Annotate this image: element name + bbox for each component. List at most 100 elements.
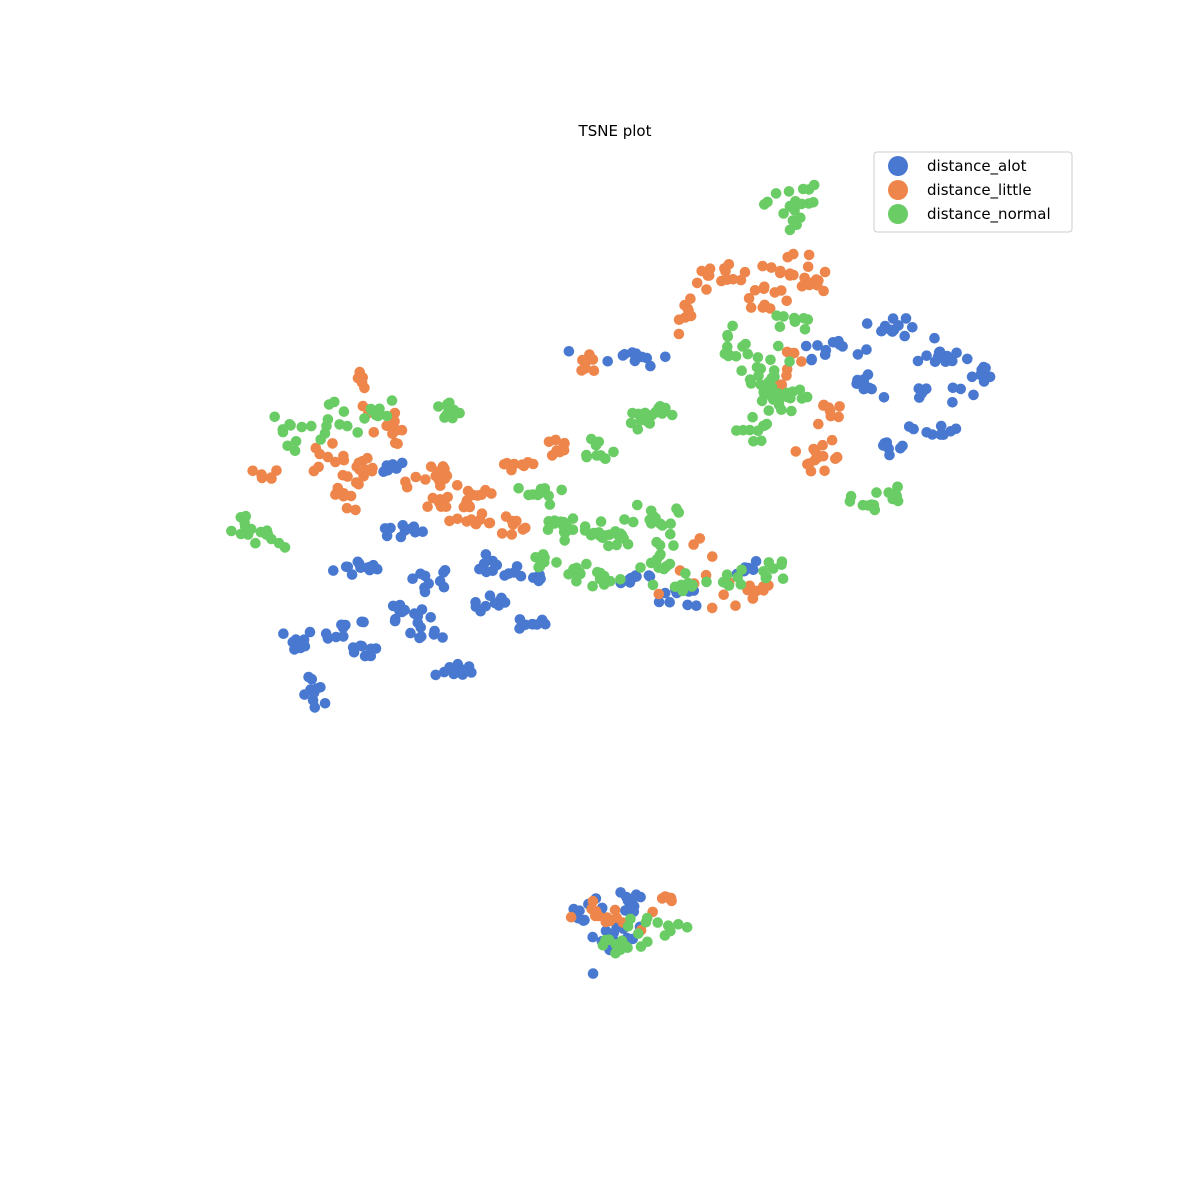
- scatter-point: [609, 904, 621, 916]
- scatter-point: [912, 355, 924, 367]
- scatter-point: [907, 322, 918, 333]
- scatter-point: [657, 520, 668, 531]
- scatter-point: [653, 588, 665, 600]
- scatter-point: [592, 566, 603, 578]
- scatter-point: [784, 356, 795, 367]
- scatter-point: [346, 569, 358, 580]
- scatter-point: [663, 920, 674, 931]
- scatter-point: [379, 523, 391, 534]
- scatter-point: [329, 396, 340, 408]
- scatter-point: [507, 519, 519, 530]
- scatter-point: [387, 428, 398, 440]
- scatter-point: [665, 893, 676, 904]
- scatter-point: [338, 406, 350, 417]
- scatter-point: [723, 350, 734, 362]
- scatter-point: [484, 590, 496, 601]
- scatter-point: [808, 443, 819, 455]
- scatter-point: [430, 669, 442, 681]
- scatter-point: [921, 350, 932, 362]
- scatter-point: [770, 188, 782, 199]
- scatter-point: [319, 698, 331, 709]
- points-layer: [226, 179, 996, 979]
- scatter-point: [777, 573, 789, 584]
- scatter-point: [513, 483, 524, 494]
- scatter-point: [354, 464, 366, 476]
- scatter-point: [499, 570, 510, 581]
- chart-title: TSNE plot: [578, 122, 652, 140]
- scatter-point: [438, 567, 449, 578]
- scatter-point: [330, 456, 341, 468]
- scatter-point: [400, 476, 411, 488]
- scatter-point: [581, 449, 592, 461]
- scatter-point: [381, 410, 393, 422]
- scatter-point: [834, 401, 845, 412]
- scatter-point: [625, 417, 637, 429]
- scatter-point: [439, 412, 450, 423]
- scatter-point: [611, 539, 622, 551]
- scatter-point: [321, 420, 332, 432]
- scatter-point: [410, 471, 422, 483]
- scatter-point: [470, 601, 482, 612]
- scatter-point: [789, 312, 800, 324]
- scatter-point: [797, 183, 809, 195]
- scatter-point: [791, 219, 802, 231]
- scatter-point: [476, 508, 488, 519]
- legend-label-distance_normal: distance_normal: [927, 205, 1051, 224]
- scatter-point: [425, 612, 437, 623]
- scatter-point: [458, 501, 470, 513]
- scatter-point: [610, 948, 621, 959]
- scatter-point: [625, 572, 637, 584]
- scatter-point: [381, 460, 393, 471]
- legend-marker-distance_normal: [888, 204, 908, 224]
- scatter-point: [496, 592, 507, 604]
- scatter-point: [438, 581, 450, 593]
- scatter-point: [480, 484, 491, 496]
- scatter-point: [330, 489, 341, 500]
- scatter-point: [781, 346, 793, 358]
- scatter-point: [269, 411, 281, 423]
- scatter-point: [368, 427, 380, 438]
- scatter-point: [665, 528, 676, 540]
- scatter-point: [666, 409, 678, 421]
- scatter-point: [796, 356, 807, 367]
- scatter-point: [688, 539, 699, 550]
- legend-label-distance_alot: distance_alot: [927, 157, 1027, 176]
- scatter-point: [322, 451, 334, 463]
- scatter-point: [358, 616, 369, 628]
- scatter-point: [340, 561, 352, 573]
- scatter-point: [397, 520, 409, 531]
- scatter-point: [303, 671, 314, 683]
- scatter-point: [722, 329, 733, 341]
- scatter-point: [736, 365, 747, 377]
- scatter-point: [665, 518, 676, 529]
- scatter-point: [256, 469, 267, 480]
- scatter-point: [543, 436, 555, 448]
- scatter-point: [645, 360, 656, 372]
- scatter-point: [718, 589, 729, 601]
- scatter-point: [496, 528, 508, 539]
- scatter-point: [646, 518, 657, 529]
- scatter-point: [457, 669, 468, 680]
- scatter-point: [420, 474, 431, 485]
- scatter-point: [765, 354, 776, 366]
- scatter-point: [287, 636, 299, 648]
- scatter-point: [327, 438, 338, 449]
- scatter-point: [445, 662, 456, 674]
- scatter-point: [864, 382, 875, 394]
- legend-marker-distance_alot: [888, 156, 908, 176]
- scatter-point: [285, 420, 296, 431]
- scatter-point: [731, 425, 742, 436]
- scatter-point: [887, 313, 899, 324]
- scatter-point: [527, 458, 539, 470]
- scatter-point: [409, 527, 421, 538]
- scatter-point: [604, 915, 616, 927]
- scatter-point: [463, 661, 475, 672]
- scatter-point: [685, 293, 696, 305]
- scatter-point: [487, 565, 499, 577]
- scatter-point: [696, 265, 707, 277]
- scatter-point: [876, 325, 887, 337]
- scatter-point: [798, 313, 809, 324]
- scatter-point: [947, 382, 959, 394]
- scatter-point: [226, 525, 237, 537]
- scatter-point: [437, 632, 448, 643]
